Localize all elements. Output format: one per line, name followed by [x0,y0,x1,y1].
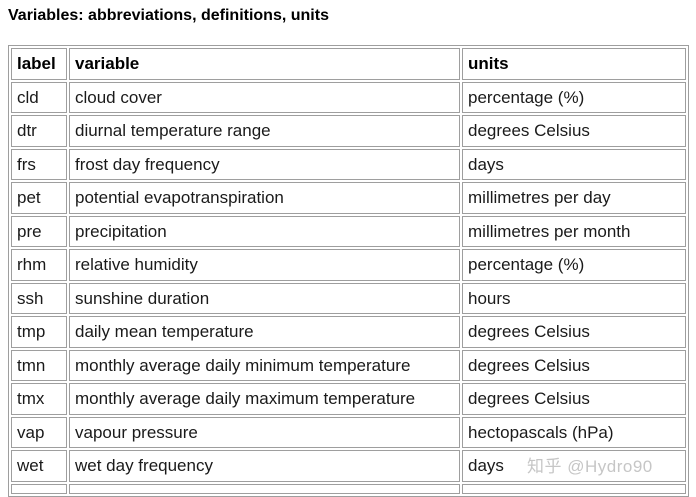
cell-variable: sunshine duration [69,282,460,314]
table-row: tmp daily mean temperature degrees Celsius [11,316,686,348]
cell-variable: precipitation [69,215,460,247]
cell-label: tmp [11,316,67,348]
cell-variable: monthly average daily maximum temperatur… [69,383,460,415]
cell-variable: diurnal temperature range [69,115,460,147]
table-row: dtr diurnal temperature range degrees Cels… [11,115,686,147]
variables-table: label variable units cld cloud cover perce… [8,45,689,497]
table-row: rhm relative humidity percentage (%) [11,249,686,281]
table-row: pre precipitation millimetres per month [11,215,686,247]
cell-variable: cloud cover [69,81,460,113]
table-row: tmn monthly average daily minimum tempera… [11,349,686,381]
column-header-variable: variable [69,48,460,80]
cell-label: pre [11,215,67,247]
cell-variable: vapour pressure [69,416,460,448]
column-header-label: label [11,48,67,80]
cell-units: days [462,148,686,180]
table-header-row: label variable units [11,48,686,80]
cell-units: degrees Celsius [462,115,686,147]
cell-units: days [462,450,686,482]
table-row: tmx monthly average daily maximum tempera… [11,383,686,415]
table-row: ssh sunshine duration hours [11,282,686,314]
cell-label: vap [11,416,67,448]
page: { "page": { "title": "Variables: abbrevi… [0,6,696,497]
cell-label: ssh [11,282,67,314]
cell-label: tmx [11,383,67,415]
cell-label: tmn [11,349,67,381]
cell-units: degrees Celsius [462,349,686,381]
cell-variable: daily mean temperature [69,316,460,348]
cell-empty [462,483,686,494]
cell-units: percentage (%) [462,81,686,113]
table-row: vap vapour pressure hectopascals (hPa) [11,416,686,448]
page-title: Variables: abbreviations, definitions, u… [8,7,329,24]
cell-variable: relative humidity [69,249,460,281]
cell-units: hectopascals (hPa) [462,416,686,448]
table-row: wet wet day frequency days [11,450,686,482]
table-row: pet potential evapotranspiration millimetr… [11,182,686,214]
table-row: cld cloud cover percentage (%) [11,81,686,113]
cell-variable: potential evapotranspiration [69,182,460,214]
table-row-partial [11,483,686,494]
cell-units: hours [462,282,686,314]
cell-label: wet [11,450,67,482]
cell-label: rhm [11,249,67,281]
cell-label: frs [11,148,67,180]
cell-variable: frost day frequency [69,148,460,180]
cell-empty [69,483,460,494]
cell-units: degrees Celsius [462,383,686,415]
table-row: frs frost day frequency days [11,148,686,180]
cell-units: millimetres per month [462,215,686,247]
cell-variable: wet day frequency [69,450,460,482]
column-header-units: units [462,48,686,80]
cell-units: degrees Celsius [462,316,686,348]
cell-variable: monthly average daily minimum temperatur… [69,349,460,381]
cell-label: pet [11,182,67,214]
cell-units: percentage (%) [462,249,686,281]
cell-empty [11,483,67,494]
cell-label: cld [11,81,67,113]
cell-units: millimetres per day [462,182,686,214]
cell-label: dtr [11,115,67,147]
